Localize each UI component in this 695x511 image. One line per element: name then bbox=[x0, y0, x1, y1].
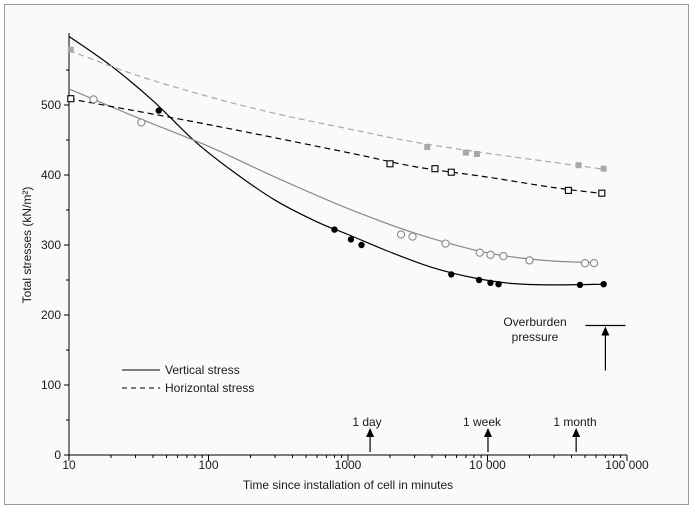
chart-frame bbox=[4, 4, 689, 505]
legend-vertical-label: Vertical stress bbox=[165, 363, 240, 377]
x-tick-label: 100 bbox=[198, 458, 218, 472]
marker-arrow-head bbox=[483, 428, 492, 437]
overburden-annotation: Overburden pressure bbox=[503, 315, 566, 344]
point-horizontal_dashed_grey bbox=[67, 46, 74, 53]
point-vertical_solid_grey bbox=[499, 252, 508, 261]
data-points bbox=[67, 46, 607, 289]
x-axis-label: Time since installation of cell in minut… bbox=[243, 478, 453, 492]
point-horizontal_dashed_black bbox=[67, 95, 75, 103]
point-horizontal_dashed_grey bbox=[473, 151, 480, 157]
overburden-arrow-head bbox=[601, 326, 610, 336]
point-horizontal_dashed_black bbox=[431, 165, 439, 173]
marker-1-week-label: 1 week bbox=[463, 415, 502, 429]
point-vertical_solid_grey bbox=[580, 259, 590, 268]
point-vertical_solid_black bbox=[358, 241, 365, 249]
point-vertical_solid_grey bbox=[396, 230, 406, 239]
point-horizontal_dashed_grey bbox=[600, 165, 607, 172]
y-axis-label: Total stresses (kN/m²) bbox=[20, 187, 34, 304]
point-vertical_solid_black bbox=[475, 276, 483, 284]
point-vertical_solid_grey bbox=[486, 250, 495, 259]
annotations bbox=[366, 324, 626, 452]
y-tick-label: 300 bbox=[41, 238, 61, 252]
marker-arrow-head bbox=[366, 428, 375, 437]
point-vertical_solid_black bbox=[155, 107, 162, 114]
point-vertical_solid_black bbox=[331, 226, 338, 233]
x-tick-label: 10 000 bbox=[469, 458, 506, 472]
point-horizontal_dashed_grey bbox=[424, 144, 431, 150]
point-vertical_solid_grey bbox=[525, 256, 534, 265]
point-vertical_solid_grey bbox=[89, 95, 98, 104]
overburden-label-line2: pressure bbox=[512, 330, 559, 344]
point-vertical_solid_black bbox=[487, 279, 494, 286]
point-horizontal_dashed_grey bbox=[462, 149, 469, 156]
marker-arrow-head bbox=[572, 428, 581, 437]
point-vertical_solid_black bbox=[576, 281, 584, 289]
point-vertical_solid_grey bbox=[589, 259, 599, 268]
point-horizontal_dashed_grey bbox=[575, 162, 582, 169]
legend-horizontal-label: Horizontal stress bbox=[165, 381, 254, 395]
point-vertical_solid_black bbox=[448, 271, 455, 278]
y-tick-label: 200 bbox=[41, 308, 61, 322]
y-tick-label: 100 bbox=[41, 378, 61, 392]
point-vertical_solid_grey bbox=[441, 239, 450, 248]
point-horizontal_dashed_black bbox=[386, 160, 394, 168]
curves bbox=[68, 35, 606, 286]
series-line-vertical_solid_black bbox=[68, 35, 606, 286]
overburden-label-line1: Overburden bbox=[503, 315, 566, 329]
series-line-vertical_solid_grey bbox=[68, 88, 597, 264]
y-tick-label: 400 bbox=[41, 168, 61, 182]
point-vertical_solid_grey bbox=[137, 118, 146, 127]
x-tick-label: 1000 bbox=[335, 458, 362, 472]
point-vertical_solid_black bbox=[600, 281, 607, 288]
point-horizontal_dashed_black bbox=[564, 186, 572, 194]
point-vertical_solid_grey bbox=[408, 232, 417, 241]
legend: Vertical stress Horizontal stress bbox=[122, 363, 254, 395]
point-vertical_solid_grey bbox=[475, 248, 484, 257]
y-tick-label: 500 bbox=[41, 98, 61, 112]
x-tick-label: 100 000 bbox=[605, 458, 649, 472]
y-tick-label: 0 bbox=[54, 448, 61, 462]
point-vertical_solid_black bbox=[495, 281, 502, 288]
series-line-horizontal_dashed_black bbox=[68, 98, 606, 195]
axes: 10 100 1000 10 000 100 000 0 100 200 300 400 500 bbox=[41, 33, 649, 472]
point-vertical_solid_black bbox=[347, 236, 355, 243]
marker-1-day-label: 1 day bbox=[352, 415, 381, 429]
series-line-horizontal_dashed_grey bbox=[68, 49, 606, 170]
marker-1-month-label: 1 month bbox=[553, 415, 596, 429]
point-horizontal_dashed_black bbox=[598, 189, 606, 197]
x-tick-label: 10 bbox=[62, 458, 76, 472]
point-horizontal_dashed_black bbox=[447, 168, 455, 176]
